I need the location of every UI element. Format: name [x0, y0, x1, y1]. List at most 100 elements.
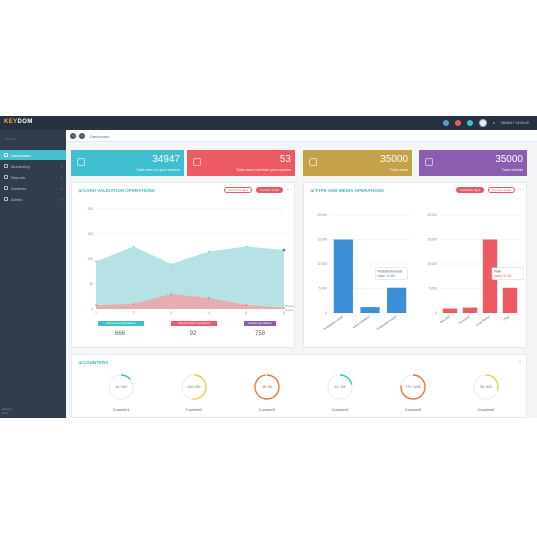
data-point — [208, 297, 210, 299]
main-content: ‹ › Dashboard 34947 Total users in your … — [66, 130, 537, 418]
badge-label: Unsuccessful operations — [177, 321, 211, 325]
successful-operations-badge: Successful operations — [98, 321, 144, 326]
sidebar-item-archives[interactable]: Archives › — [0, 183, 66, 193]
chart-icon: ⇲ — [78, 188, 84, 193]
notification-icon[interactable] — [443, 120, 449, 126]
chevron-right-icon: › — [60, 163, 62, 169]
bar — [442, 308, 458, 313]
stat-value: 35000 — [495, 154, 523, 165]
message-icon[interactable] — [467, 120, 473, 126]
gauge-value: 49 / 50 — [262, 385, 272, 389]
page-title: Dashboard — [90, 134, 110, 139]
y-tick-label: 5,000 — [429, 287, 437, 291]
data-point — [170, 293, 172, 295]
sidebar-item-label: Admin — [11, 196, 23, 202]
data-point — [95, 304, 97, 306]
sidebar-item-label: Archives — [11, 185, 27, 191]
legend-unsuccess: Unsuc — [285, 308, 294, 312]
logo-part-dom: DOM — [17, 119, 33, 125]
area-series-1 — [96, 294, 284, 309]
forward-button[interactable]: › — [79, 133, 85, 139]
sidebar-item-monitoring[interactable]: Monitoring › — [0, 161, 66, 171]
user-menu-chevron-icon[interactable]: ▾ — [493, 121, 495, 125]
data-point — [208, 250, 210, 253]
stat-label: Total medias — [501, 168, 523, 172]
data-point — [283, 307, 285, 309]
reports-icon — [4, 175, 8, 179]
sidebar-item-admin[interactable]: Admin › — [0, 194, 66, 204]
x-tick-label: Bracelet — [439, 314, 450, 324]
counter-label: Counter4 — [331, 407, 349, 412]
current-month-button[interactable]: Current month — [488, 187, 516, 193]
panel-title-text: CARD VALIDATION OPERATIONS — [83, 188, 155, 193]
x-tick-label: Plain — [503, 314, 511, 321]
unsuccessful-operations-value: 92 — [189, 331, 197, 337]
sidebar-item-reports[interactable]: Reports › — [0, 172, 66, 182]
archives-icon — [4, 186, 8, 190]
y-tick-label: 0 — [325, 311, 327, 315]
users-out-icon — [193, 158, 201, 166]
data-point — [170, 263, 172, 265]
tooltip-title: Pedestrian transit — [377, 270, 402, 274]
x-tick-label: 5 — [246, 311, 248, 315]
chart-icon: ⇲ — [78, 360, 84, 365]
legend-success: Succes — [285, 304, 294, 308]
back-button[interactable]: ‹ — [70, 133, 76, 139]
alert-icon[interactable] — [455, 120, 461, 126]
last-thirty-days-button[interactable]: Last thirty days — [456, 187, 485, 193]
counter-label: Counter6 — [477, 407, 495, 412]
stat-card-users-out[interactable]: 53 Total users out from your system — [187, 150, 295, 176]
gauge-arc — [254, 374, 280, 400]
badge-label: Global operations — [248, 321, 272, 325]
highlight-point — [282, 248, 286, 252]
counters-panel: ⇲ COUNTERS ⌄ 14 / 100 104 / 200 49 / 50 22 … — [71, 354, 527, 418]
stat-label: Total users out from your system — [236, 168, 291, 172]
y-tick-label: 100 — [88, 257, 94, 261]
gauge-arc — [339, 374, 353, 385]
y-tick-label: 10,000 — [427, 262, 437, 266]
stat-card-users-in[interactable]: 34947 Total users in your system — [71, 150, 184, 176]
monitoring-icon — [4, 164, 8, 168]
media-bar-chart: 0 5,000 10,000 15,000 20,000 Bracelet Pendants… — [427, 213, 524, 327]
gauge-value: 770 / 1000 — [405, 385, 420, 389]
x-tick-label: 2 — [133, 311, 135, 315]
admin-icon — [4, 197, 8, 201]
bar — [360, 307, 380, 313]
panel-title: ⇲ TYPE AND MEDIA OPERATIONS — [310, 188, 384, 194]
counter-label: Counter2 — [185, 407, 203, 412]
y-tick-label: 50 — [89, 282, 93, 286]
x-tick-label: Pedestrian transit — [322, 314, 344, 331]
stat-card-total-users[interactable]: 35000 Total users — [303, 150, 412, 176]
chevron-right-icon: › — [60, 185, 62, 191]
stat-card-total-medias[interactable]: 35000 Total medias — [419, 150, 527, 176]
x-tick-label: Card validation — [352, 314, 371, 329]
user-icon — [309, 158, 317, 166]
logo-part-key: KEY — [4, 119, 18, 125]
chevron-down-icon[interactable]: ⌄ — [518, 358, 523, 364]
sidebar-search-input[interactable]: Search... — [6, 137, 19, 141]
avatar[interactable] — [479, 119, 487, 127]
x-tick-label: 4 — [208, 311, 210, 315]
bar — [502, 287, 518, 313]
last-thirty-days-button[interactable]: Last thirty days — [224, 187, 253, 193]
chevron-down-icon[interactable]: ⌄ — [286, 186, 291, 192]
tooltip-value: value: 5.156 — [377, 274, 395, 278]
panel-title-text: TYPE AND MEDIA OPERATIONS — [315, 188, 384, 193]
badge-label: Successful operations — [106, 321, 136, 325]
tooltip-box — [491, 267, 524, 280]
chevron-down-icon[interactable]: ⌄ — [518, 186, 523, 192]
x-tick-label: 3 — [170, 311, 172, 315]
tooltip-box — [375, 267, 408, 280]
sidebar-item-dashboard[interactable]: Dashboard — [0, 150, 66, 160]
app-logo[interactable]: KEYDOM — [4, 119, 33, 125]
stat-label: Total users — [389, 168, 408, 172]
app-window: KEYDOM ▾ 06/06/17 13:00:42 Search... Das… — [0, 116, 537, 418]
current-month-button[interactable]: Current month — [256, 187, 284, 193]
unsuccessful-operations-badge: Unsuccessful operations — [171, 321, 217, 326]
stat-label: Total users in your system — [136, 168, 180, 172]
tooltip-value: value: 5.156 — [494, 274, 512, 278]
panel-title: ⇲ CARD VALIDATION OPERATIONS — [78, 188, 155, 194]
type-media-panel: ⇲ TYPE AND MEDIA OPERATIONS Last thirty … — [303, 182, 527, 348]
dashboard-icon — [4, 153, 8, 157]
x-tick-label: Pedestrian transit — [376, 314, 398, 331]
